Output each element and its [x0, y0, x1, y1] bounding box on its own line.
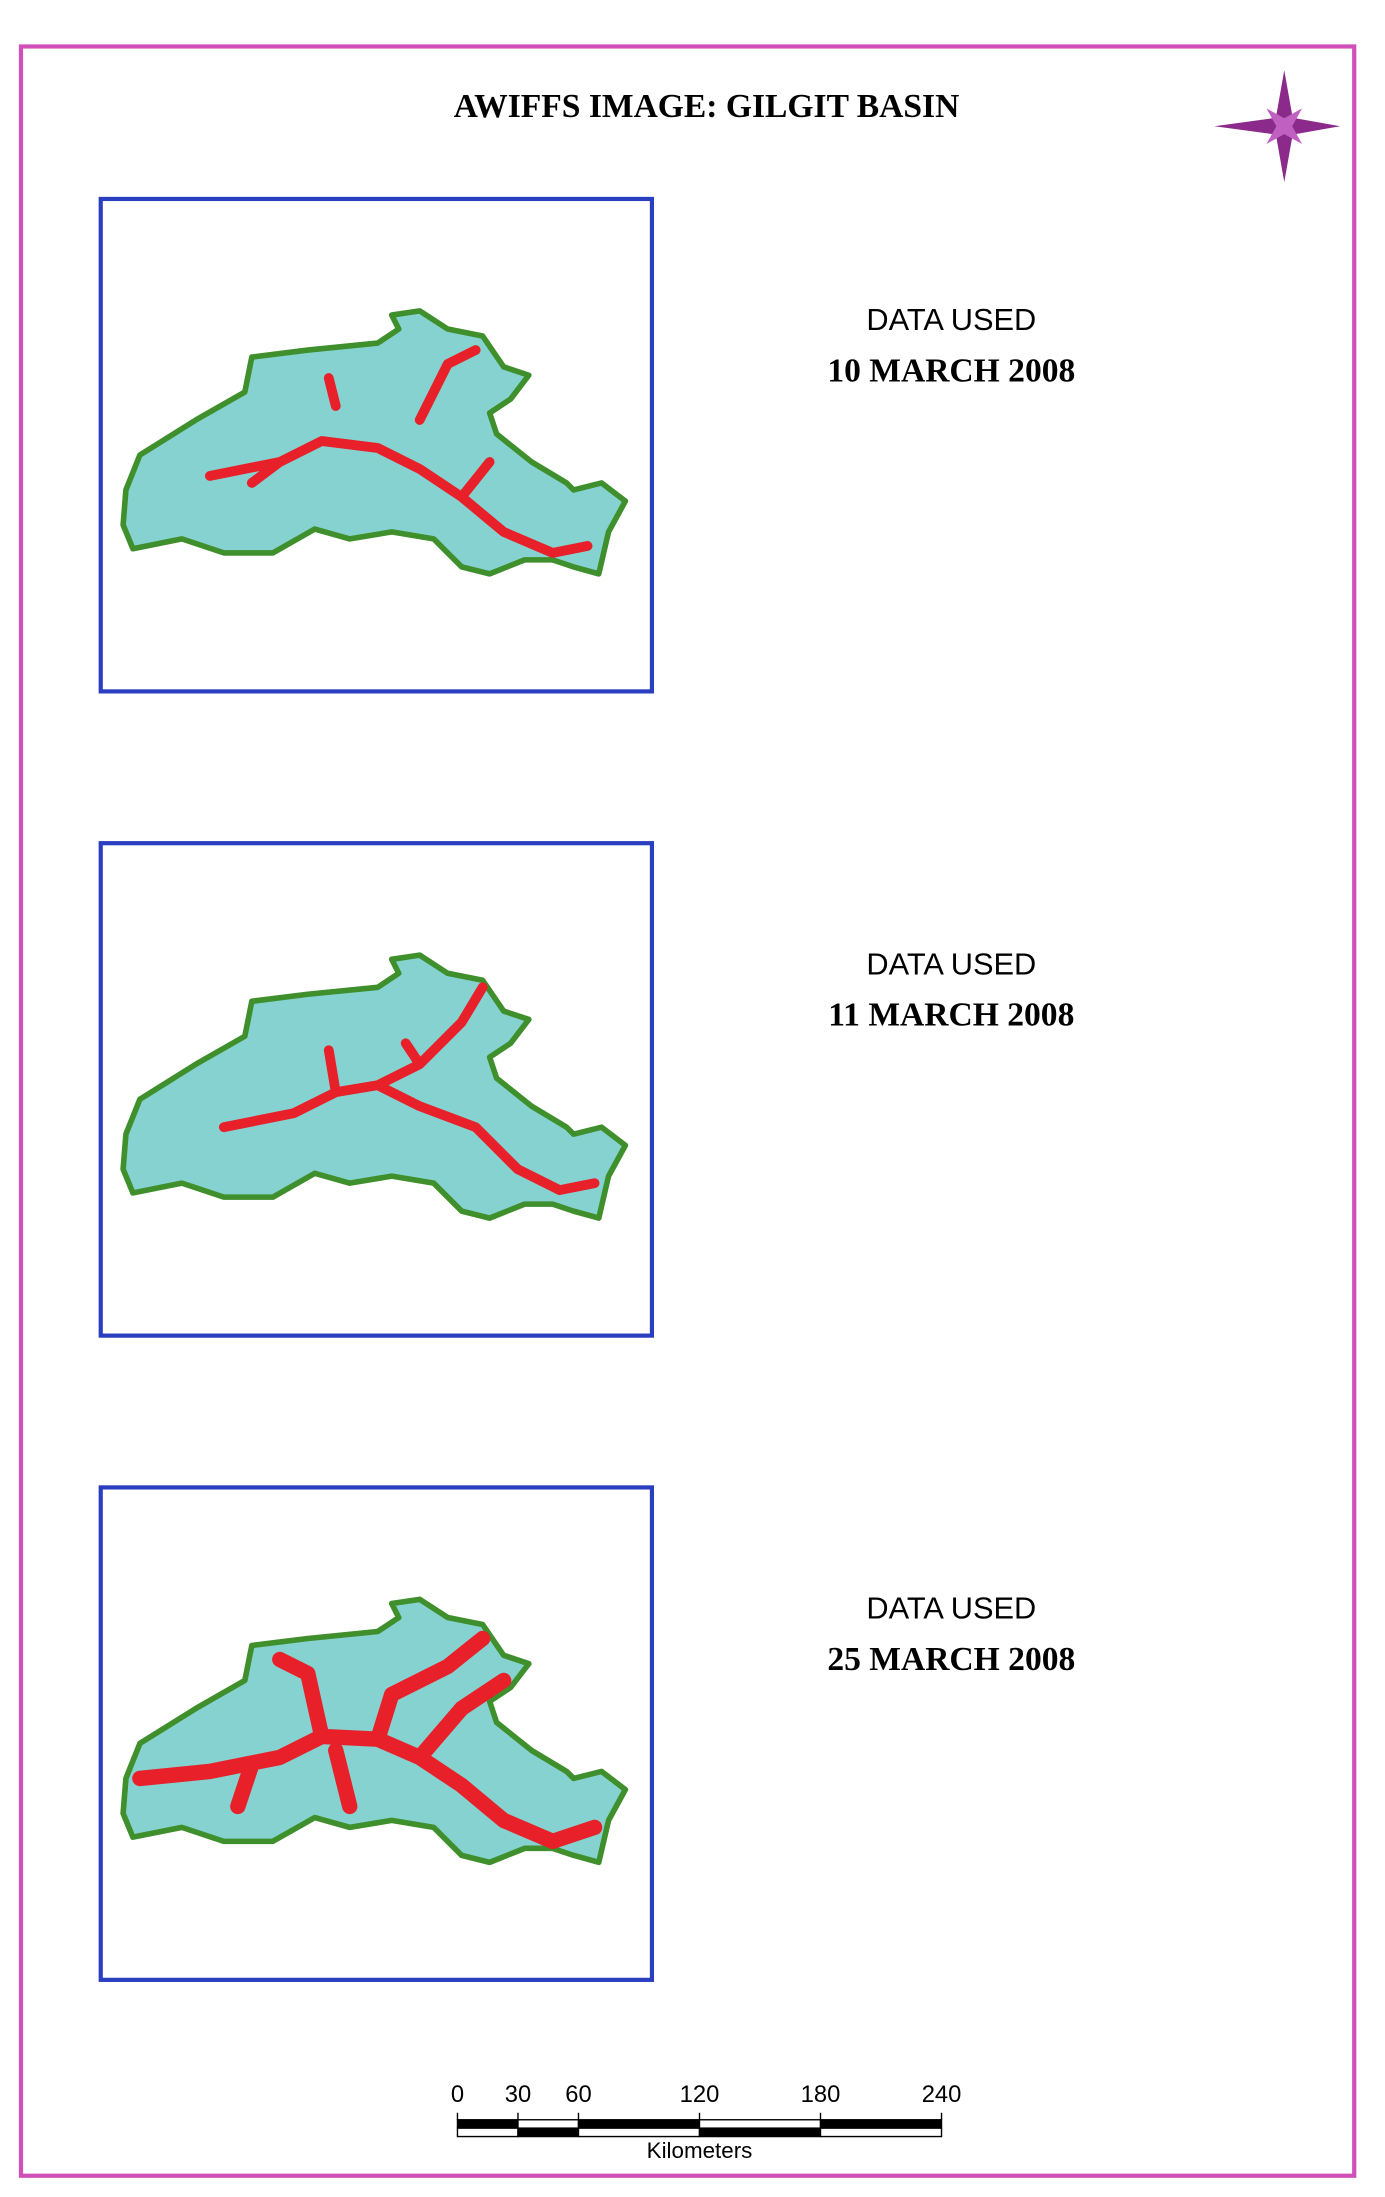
scale-segment — [577, 2127, 701, 2138]
scale-tick-label: 60 — [565, 2081, 591, 2108]
panel: DATA USED 11 MARCH 2008 — [98, 841, 1074, 1338]
scale-segment — [517, 2119, 580, 2129]
scale-tick-label: 30 — [505, 2081, 531, 2108]
scale-segment — [819, 2119, 943, 2129]
scale-bar: 0 30 60 120 180 240 Kilometers — [451, 2081, 961, 2163]
snow-cover — [218, 982, 600, 1196]
scale-segment — [517, 2127, 580, 2138]
scale-segment — [577, 2119, 701, 2129]
snow-cover — [132, 1630, 603, 1850]
scale-segment — [698, 2127, 822, 2138]
scale-unit: Kilometers — [647, 2138, 753, 2163]
panel-date: 11 MARCH 2008 — [828, 997, 1074, 1034]
scale-tick-label: 180 — [801, 2081, 841, 2108]
panel-date: 25 MARCH 2008 — [827, 1641, 1075, 1678]
panel: DATA USED 10 MARCH 2008 — [98, 196, 1075, 694]
scale-tick-label: 120 — [680, 2081, 720, 2108]
panel: DATA USED 25 MARCH 2008 — [98, 1485, 1075, 1982]
north-arrow — [1214, 70, 1341, 183]
scale-tick-label: 0 — [451, 2081, 464, 2108]
map-title: AWIFFS IMAGE: GILGIT BASIN — [454, 88, 960, 125]
scale-segment — [456, 2119, 519, 2129]
panel-label: DATA USED — [866, 1591, 1036, 1626]
snow-cover — [204, 345, 593, 558]
panel-date: 10 MARCH 2008 — [827, 353, 1075, 390]
scale-segment — [819, 2127, 943, 2138]
scale-segment — [698, 2119, 822, 2129]
map-border — [18, 44, 1357, 2178]
scale-tick-label: 240 — [922, 2081, 962, 2108]
panel-label: DATA USED — [866, 302, 1036, 337]
panel-label: DATA USED — [866, 946, 1036, 981]
scale-segment — [456, 2127, 519, 2138]
